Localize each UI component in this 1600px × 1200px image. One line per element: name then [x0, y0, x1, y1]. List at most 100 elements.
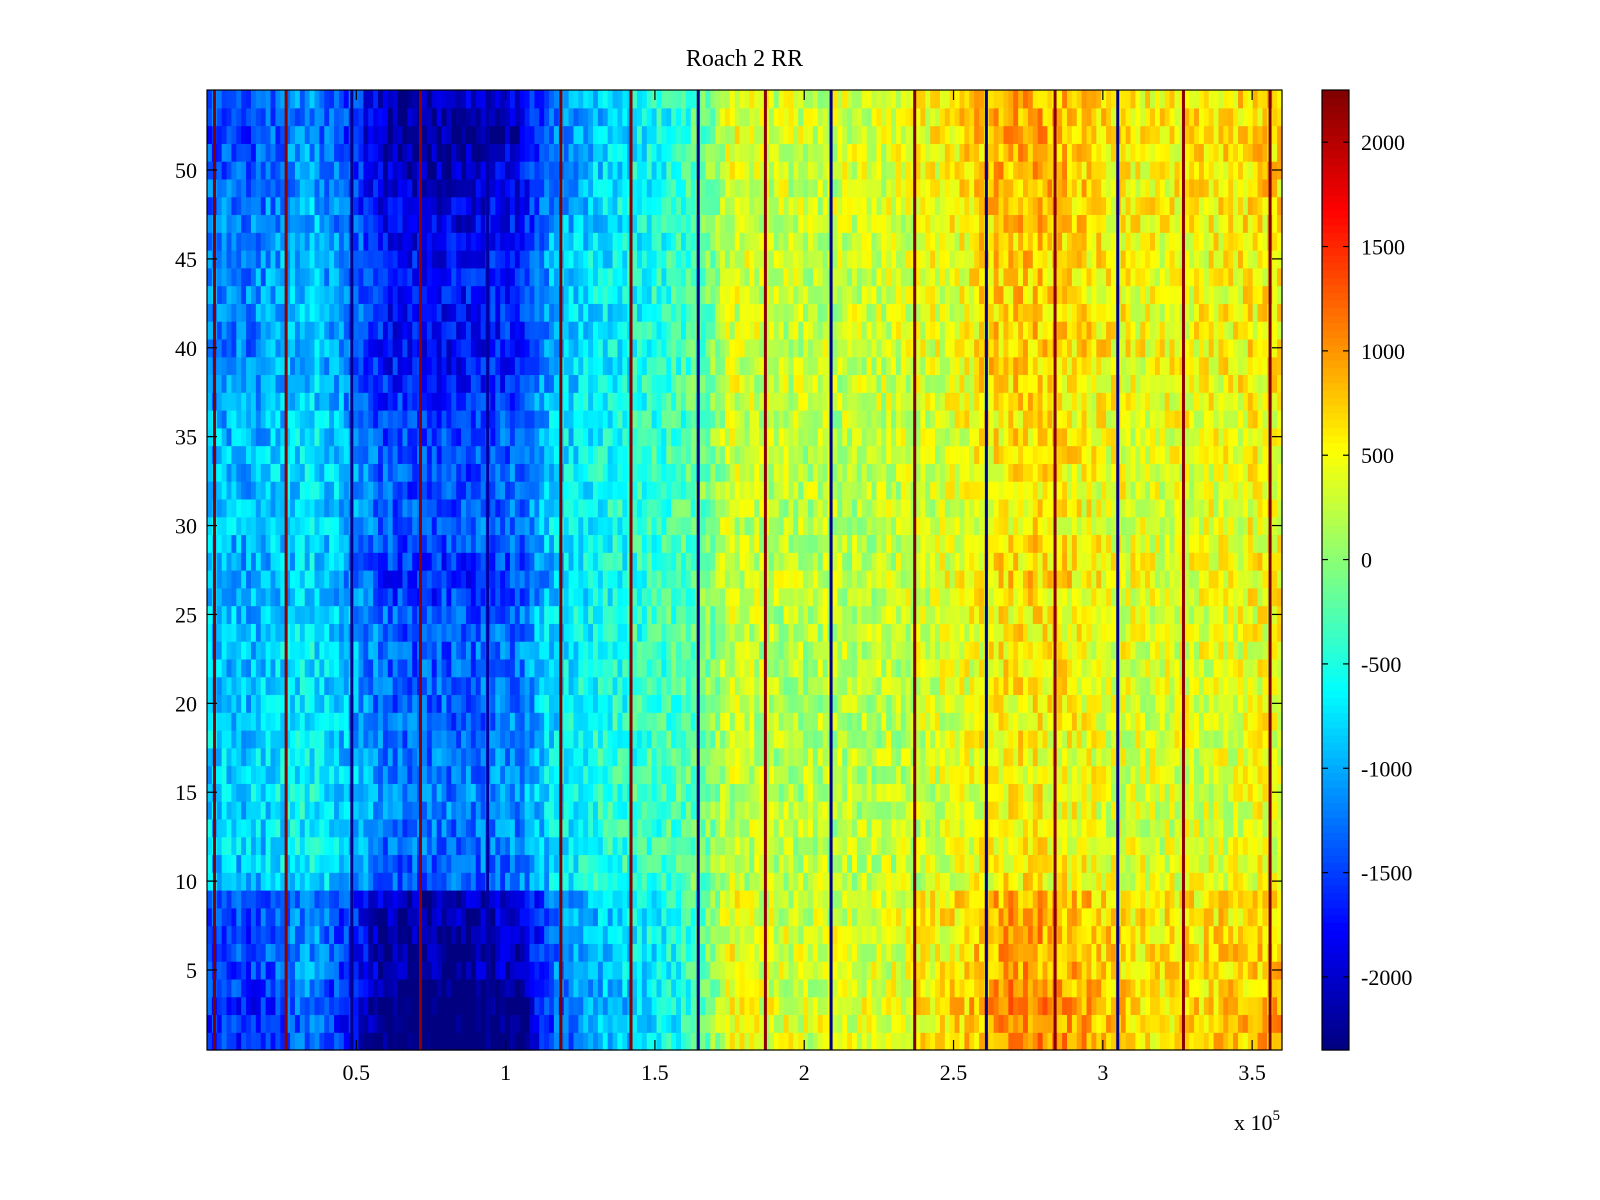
heatmap-cell: [1184, 1032, 1190, 1051]
heatmap-cell: [378, 854, 384, 873]
heatmap-cell: [373, 854, 379, 873]
heatmap-cell: [1228, 694, 1234, 713]
heatmap-cell: [895, 641, 902, 660]
heatmap-cell: [1096, 676, 1102, 696]
heatmap-cell: [568, 836, 575, 856]
heatmap-cell: [759, 854, 765, 873]
heatmap-cell: [207, 747, 213, 767]
heatmap-cell: [529, 747, 535, 767]
heatmap-cell: [935, 801, 941, 820]
heatmap-cell: [1003, 836, 1009, 856]
heatmap-cell: [495, 676, 501, 696]
heatmap-cell: [754, 676, 760, 696]
heatmap-cell: [568, 1032, 575, 1051]
heatmap-cell: [338, 1014, 345, 1033]
heatmap-cell: [641, 765, 648, 784]
heatmap-cell: [637, 978, 643, 998]
heatmap-cell: [646, 907, 653, 927]
heatmap-cell: [1194, 890, 1200, 909]
heatmap-cell: [920, 907, 926, 927]
heatmap-cell: [407, 978, 413, 998]
heatmap-cell: [969, 712, 975, 731]
heatmap-cell: [1076, 925, 1083, 944]
heatmap-cell: [1257, 978, 1264, 998]
heatmap-cell: [773, 943, 780, 962]
heatmap-cell: [1110, 694, 1117, 713]
heatmap-cell: [783, 730, 790, 749]
heatmap-cell: [720, 836, 726, 856]
heatmap-cell: [500, 1014, 506, 1033]
heatmap-cell: [343, 676, 350, 696]
heatmap-cell: [666, 747, 672, 767]
heatmap-cell: [534, 978, 540, 998]
heatmap-cell: [617, 890, 623, 909]
heatmap-cell: [886, 978, 892, 998]
heatmap-cell: [959, 1032, 965, 1051]
heatmap-cell: [1013, 783, 1019, 802]
heatmap-cell: [705, 765, 711, 784]
heatmap-cell: [895, 676, 902, 696]
heatmap-cell: [935, 712, 941, 731]
heatmap-cell: [607, 996, 614, 1016]
heatmap-cell: [602, 783, 609, 802]
heatmap-cell: [856, 872, 863, 891]
heatmap-cell: [822, 712, 829, 731]
heatmap-cell: [680, 854, 687, 873]
heatmap-cell: [250, 943, 257, 962]
heatmap-cell: [593, 712, 599, 731]
heatmap-cell: [568, 961, 575, 980]
heatmap-cell: [280, 943, 286, 962]
heatmap-cell: [285, 801, 291, 820]
heatmap-cell: [412, 658, 418, 678]
heatmap-cell: [338, 996, 345, 1016]
heatmap-cell: [871, 836, 878, 856]
heatmap-cell: [456, 854, 462, 873]
heatmap-cell: [338, 907, 345, 927]
heatmap-cell: [329, 658, 335, 678]
heatmap-cell: [871, 641, 878, 660]
heatmap-cell: [338, 730, 345, 749]
heatmap-cell: [573, 747, 579, 767]
heatmap-cell: [1008, 890, 1014, 909]
heatmap-cell: [1101, 925, 1107, 944]
heatmap-cell: [1086, 765, 1093, 784]
heatmap-cell: [881, 747, 887, 767]
heatmap-cell: [998, 783, 1005, 802]
heatmap-cell: [1154, 658, 1161, 678]
heatmap-cell: [343, 996, 350, 1016]
heatmap-cell: [529, 676, 535, 696]
heatmap-cell: [1233, 1014, 1239, 1033]
heatmap-cell: [935, 996, 941, 1016]
heatmap-cell: [1242, 676, 1249, 696]
heatmap-cell: [646, 925, 653, 944]
heatmap-cell: [954, 641, 961, 660]
heatmap-cell: [490, 872, 496, 891]
heatmap-cell: [426, 854, 433, 873]
heatmap-cell: [270, 676, 277, 696]
heatmap-cell: [900, 836, 907, 856]
heatmap-cell: [891, 836, 897, 856]
heatmap-cell: [891, 676, 897, 696]
heatmap-cell: [231, 730, 237, 749]
heatmap-cell: [1076, 996, 1083, 1016]
heatmap-cell: [573, 872, 579, 891]
heatmap-cell: [397, 1014, 404, 1033]
heatmap-cell: [1233, 961, 1239, 980]
heatmap-cell: [470, 836, 477, 856]
heatmap-cell: [207, 730, 213, 749]
heatmap-cell: [861, 676, 868, 696]
heatmap-cell: [739, 1014, 746, 1033]
heatmap-cell: [895, 1032, 902, 1051]
heatmap-cell: [378, 996, 384, 1016]
heatmap-cell: [255, 783, 262, 802]
heatmap-cell: [490, 694, 496, 713]
heatmap-cell: [847, 961, 853, 980]
heatmap-cell: [353, 641, 360, 660]
heatmap-cell: [817, 1014, 824, 1033]
heatmap-cell: [1262, 854, 1268, 873]
heatmap-cell: [583, 872, 589, 891]
heatmap-cell: [1145, 783, 1151, 802]
heatmap-cell: [837, 730, 843, 749]
heatmap-cell: [1067, 854, 1073, 873]
heatmap-cell: [905, 961, 912, 980]
